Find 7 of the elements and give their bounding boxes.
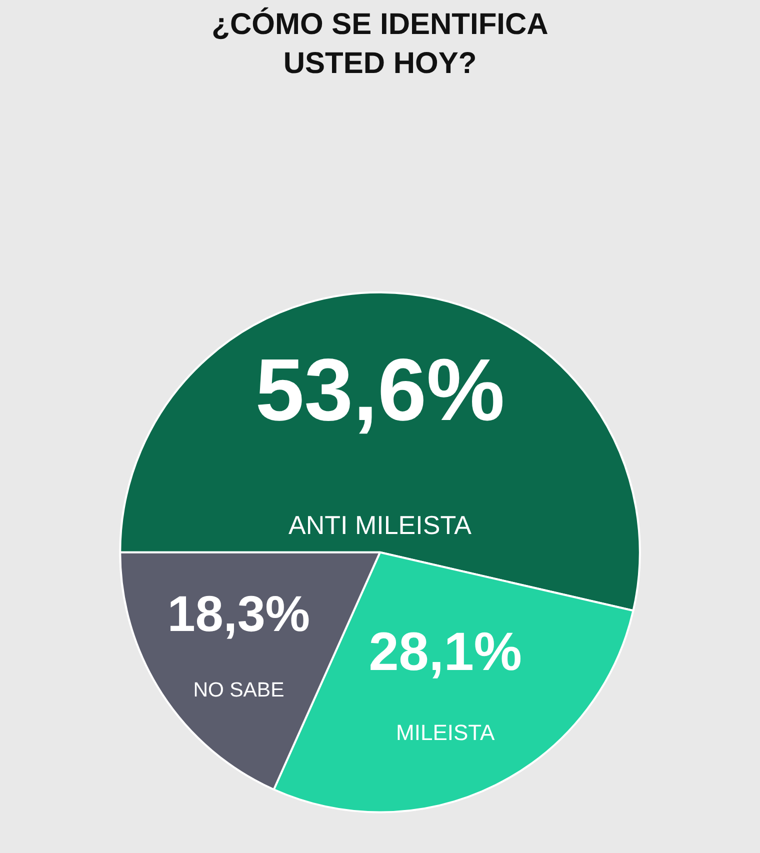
slice-label: NO SABE [193, 678, 284, 702]
slice-label: MILEISTA [396, 720, 495, 746]
chart-title: ¿CÓMO SE IDENTIFICA USTED HOY? [212, 7, 548, 80]
slice-label: ANTI MILEISTA [288, 510, 472, 540]
data-label: 18,3% [167, 585, 310, 642]
data-label: 53,6% [255, 340, 505, 439]
data-label: 28,1% [368, 622, 522, 682]
